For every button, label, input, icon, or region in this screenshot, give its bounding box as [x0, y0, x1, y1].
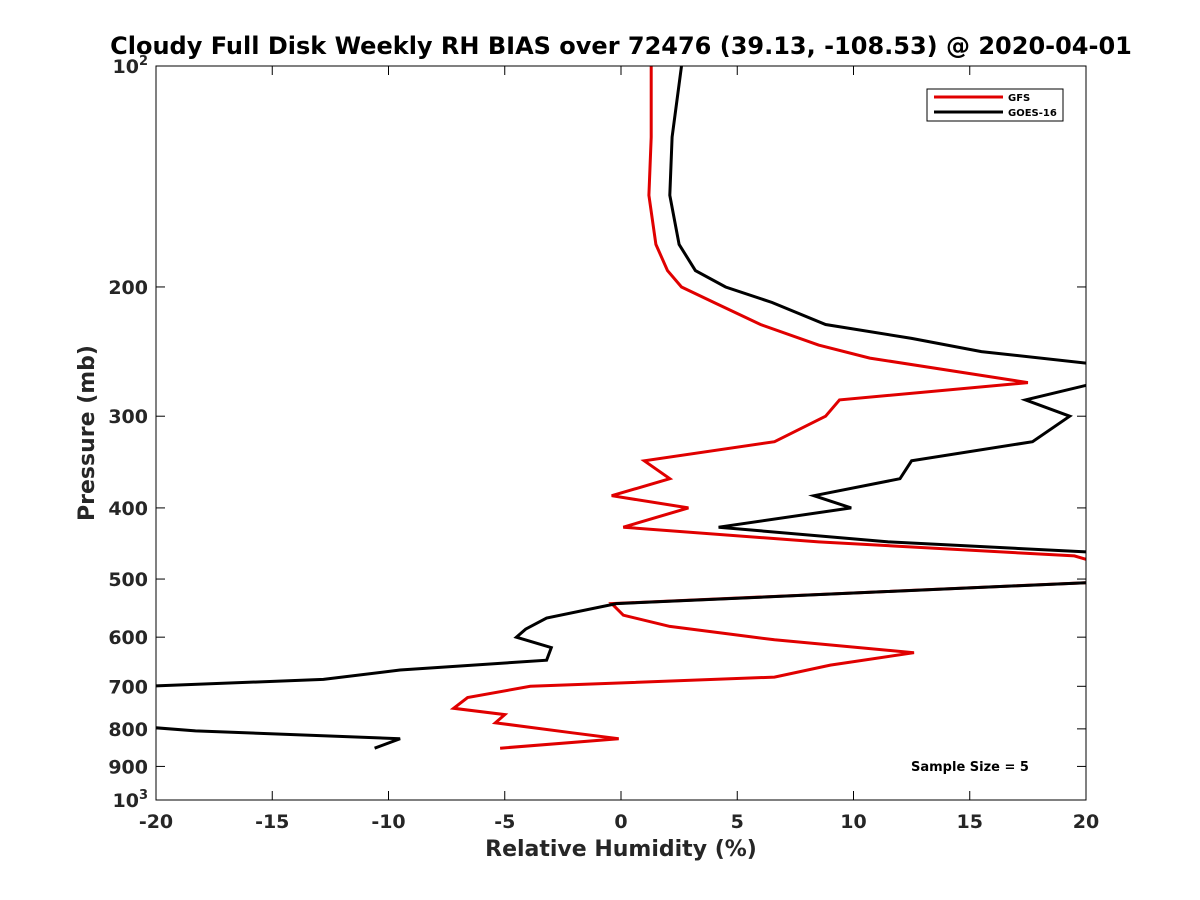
legend-label-goes16: GOES-16	[1008, 108, 1057, 119]
y-tick-label: 300	[108, 406, 148, 428]
x-axis-ticks: -20 -15 -10 -5 0 5 10 15 20	[139, 66, 1099, 833]
y-tick-label: 800	[108, 719, 148, 741]
x-tick-label: 5	[731, 811, 744, 833]
series-line-gfs	[449, 66, 1086, 750]
y-tick-label: 600	[108, 627, 148, 649]
y-tick-label: 500	[108, 569, 148, 591]
y-tick-label: 400	[108, 498, 148, 520]
x-tick-label: 15	[957, 811, 983, 833]
x-tick-label: -15	[255, 811, 289, 833]
x-tick-label: -20	[139, 811, 173, 833]
series-line-goes16	[156, 66, 1086, 750]
sample-size-annotation: Sample Size = 5	[911, 760, 1029, 775]
y-axis-label: Pressure (mb)	[75, 345, 100, 521]
plot-frame	[155, 65, 1087, 801]
y-tick-label: 102	[113, 54, 149, 78]
x-axis-label: Relative Humidity (%)	[485, 837, 757, 862]
legend: GFS GOES-16	[926, 88, 1064, 122]
y-tick-label: 700	[108, 676, 148, 698]
x-tick-label: 0	[614, 811, 627, 833]
y-tick-label: 900	[108, 756, 148, 778]
y-tick-label: 200	[108, 277, 148, 299]
chart-title: Cloudy Full Disk Weekly RH BIAS over 724…	[110, 32, 1132, 60]
legend-box	[926, 88, 1064, 122]
x-tick-label: 10	[840, 811, 866, 833]
legend-label-gfs: GFS	[1008, 93, 1030, 104]
x-tick-label: -5	[494, 811, 515, 833]
x-tick-label: 20	[1073, 811, 1099, 833]
y-tick-label: 103	[113, 788, 149, 812]
y-axis-ticks: 102 200 300 400 500 600 700 800 900 103	[108, 54, 1086, 812]
series-layer	[156, 66, 1086, 750]
x-tick-label: -10	[371, 811, 405, 833]
